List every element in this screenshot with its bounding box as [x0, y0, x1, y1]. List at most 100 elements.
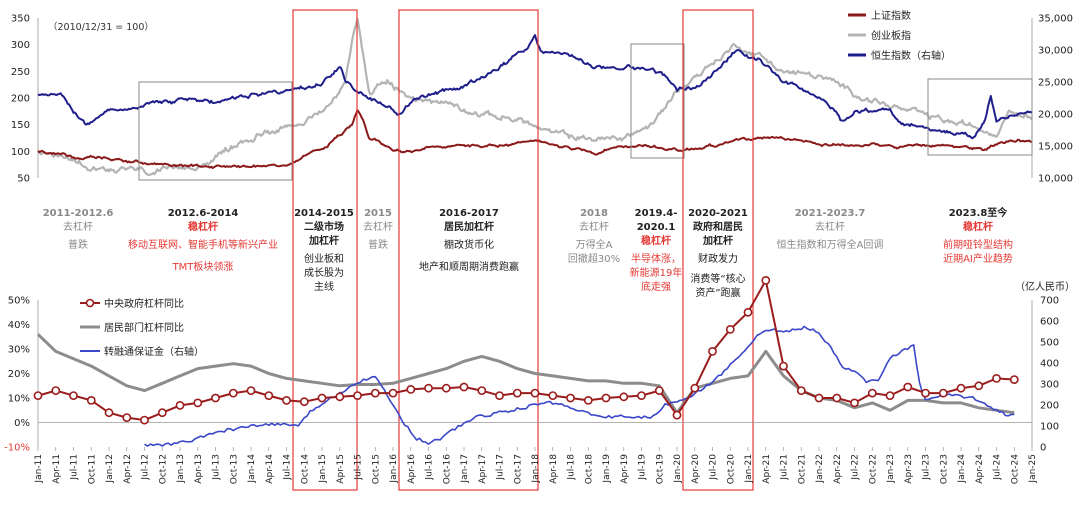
x-tick-label: Jul-16 [425, 454, 435, 481]
period-5-type: 去杠杆 [579, 220, 609, 233]
period-0-range: 2011-2012.6 [43, 208, 114, 219]
legend-label-chinext: 创业板指 [871, 29, 911, 42]
x-tick-label: Oct-14 [300, 454, 310, 485]
x-tick-label: Jul-11 [70, 454, 80, 481]
central-point [388, 388, 398, 398]
x-tick-label: Oct-23 [939, 454, 949, 484]
central-point [424, 383, 433, 393]
period-5-range: 2018 [580, 208, 608, 219]
period-6-desc-2: 底走强 [641, 280, 671, 293]
x-tick-label: Jan-20 [673, 454, 683, 484]
p2type-line: 加杠杆 [308, 234, 339, 247]
top-right-tick-label: 25,000 [1038, 78, 1073, 89]
central-point [299, 397, 309, 407]
x-tick-label: Oct-18 [584, 454, 594, 485]
x-tick-label: Jan-17 [460, 454, 470, 484]
box-2023 [927, 78, 1033, 156]
bottom-series [33, 275, 1019, 447]
bottom-x-ticks: Jan-11 Apr-11 Jul-11 Oct-11 Jan-12 Apr-12 Jul-… [34, 447, 1038, 484]
bottom-left-tick-label: 50% [8, 296, 30, 307]
period-1-type: 稳杠杆 [188, 220, 218, 233]
x-tick-label: Apr-19 [620, 454, 630, 484]
bottom-right-tick-label: 0 [1040, 443, 1046, 454]
top-left-tick-label: 50 [17, 174, 30, 185]
central-point [832, 393, 842, 403]
central-point [441, 383, 451, 393]
bottom-left-tick-label: -10% [4, 443, 30, 454]
period-9-desc-1: 近期AI产业趋势 [943, 252, 1013, 265]
bottom-left-tick-label: 0% [14, 418, 30, 429]
central-point [211, 393, 220, 403]
x-tick-label: Jul-19 [638, 454, 648, 481]
period-6-desc-0: 半导体涨， [631, 252, 681, 265]
top-note: （2010/12/31 = 100） [48, 21, 154, 33]
legend-marker-central [85, 298, 95, 308]
x-tick-label: Apr-13 [194, 454, 204, 484]
period-2-desc-1: 成长股为 [304, 267, 344, 279]
bottom-left-tick-label: 30% [8, 345, 30, 356]
x-tick-label: Oct-12 [158, 454, 168, 484]
series-hsi [37, 34, 1033, 140]
central-point [530, 388, 540, 398]
x-tick-label: Jan-16 [389, 454, 399, 484]
central-point [246, 386, 256, 395]
central-point [974, 381, 984, 391]
x-tick-label: Oct-20 [726, 454, 736, 485]
central-point [51, 386, 61, 395]
central-point [885, 391, 895, 400]
period-2-desc-0: 创业板和 [304, 252, 344, 265]
period-4-desc-1: 地产和顺周期消费跑赢 [419, 260, 519, 273]
central-point [796, 386, 806, 395]
x-tick-label: Apr-11 [52, 454, 62, 484]
x-tick-label: Jul-22 [851, 454, 861, 481]
series-household [36, 333, 1015, 415]
period-8-type: 去杠杆 [815, 220, 845, 233]
x-tick-label: Jan-18 [531, 454, 541, 484]
top-right-ticks: 10,000 15,000 20,000 25,000 30,000 35,000 [1038, 14, 1073, 185]
top-right-tick-label: 35,000 [1038, 14, 1073, 25]
top-left-tick-label: 250 [11, 67, 30, 78]
p6range-line: 2020.1 [637, 222, 676, 233]
x-tick-label: Oct-15 [371, 454, 381, 484]
box-2014-2015 [292, 9, 358, 491]
x-tick-label: Jan-13 [176, 454, 186, 484]
period-5-desc-0: 万得全A [576, 238, 613, 251]
central-point [33, 391, 43, 400]
period-4-range: 2016-2017 [439, 208, 499, 219]
x-tick-label: Oct-24 [1010, 454, 1020, 485]
x-tick-label: Oct-16 [442, 454, 452, 485]
bottom-left-tick-label: 40% [8, 320, 30, 331]
x-tick-label: Jul-15 [354, 454, 364, 481]
x-tick-label: Apr-16 [407, 454, 417, 484]
period-3-desc-0: 普跌 [368, 238, 388, 251]
central-point [406, 384, 416, 394]
top-chart: （2010/12/31 = 100） 50100150200250300350 … [11, 9, 1073, 185]
top-left-tick-label: 350 [11, 14, 30, 25]
central-point [601, 393, 611, 403]
period-7-desc-2: 资产”跑赢 [695, 286, 740, 299]
x-tick-label: Apr-20 [691, 454, 701, 484]
x-tick-label: Apr-17 [478, 454, 488, 484]
legend-label-central: 中央政府杠杆同比 [104, 297, 184, 310]
top-right-tick-label: 20,000 [1038, 110, 1073, 121]
series-margin [144, 325, 1015, 447]
period-2-desc-2: 主线 [314, 280, 334, 293]
central-point [69, 391, 78, 400]
top-right-tick-label: 10,000 [1038, 174, 1073, 185]
x-tick-label: Jul-18 [567, 454, 577, 481]
series-sse [37, 109, 1033, 169]
p2type-line: 二级市场 [304, 220, 344, 233]
central-point [619, 392, 629, 402]
period-9-range: 2023.8至今 [949, 206, 1009, 219]
box-2016-2017 [398, 9, 539, 491]
legend-label-household: 居民部门杠杆同比 [104, 321, 184, 334]
central-point [725, 324, 735, 334]
period-0-type: 去杠杆 [63, 220, 93, 233]
central-point [157, 408, 167, 418]
central-point [921, 388, 930, 398]
period-1-desc-1: TMT板块领涨 [172, 260, 234, 273]
period-4-desc-0: 棚改货币化 [444, 238, 494, 251]
x-tick-label: Apr-14 [265, 454, 275, 484]
